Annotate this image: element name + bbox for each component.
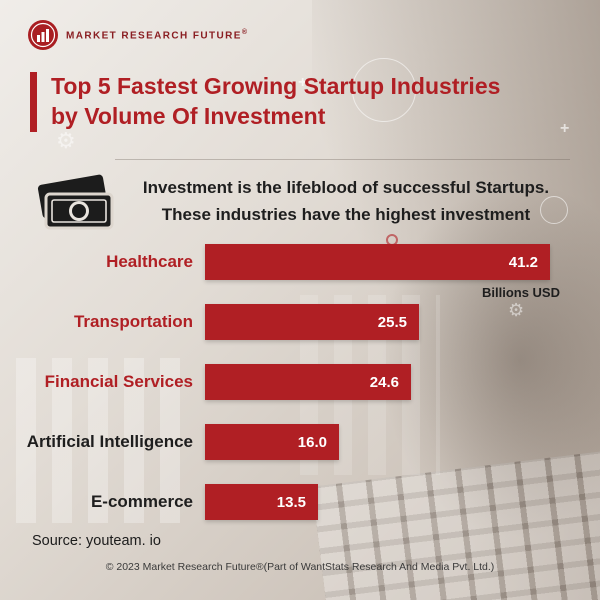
subtitle-line-1: Investment is the lifeblood of successfu… bbox=[142, 178, 550, 197]
bar-category-label: Artificial Intelligence bbox=[26, 432, 193, 451]
bar-row: Healthcare 41.2 bbox=[0, 244, 600, 280]
title-block: Top 5 Fastest Growing Startup Industries… bbox=[30, 72, 500, 132]
money-banknote-icon bbox=[37, 174, 114, 230]
bar: 24.6 bbox=[205, 364, 411, 400]
title-accent-bar bbox=[30, 72, 37, 132]
bar-value-label: 41.2 bbox=[508, 253, 538, 271]
brand-name: MARKET RESEARCH FUTURE® bbox=[66, 28, 249, 42]
source-text: Source: youteam. io bbox=[32, 533, 161, 549]
bar-row: E-commerce 13.5 bbox=[0, 484, 600, 520]
page-title: Top 5 Fastest Growing Startup Industries… bbox=[51, 72, 500, 132]
bar-value-label: 25.5 bbox=[377, 313, 407, 331]
bar-category-label: Transportation bbox=[73, 312, 193, 331]
bar: 16.0 bbox=[205, 424, 339, 460]
bar-value-label: 16.0 bbox=[297, 433, 327, 451]
bar-category-label: E-commerce bbox=[90, 492, 193, 511]
bar: 41.2 bbox=[205, 244, 550, 280]
footer-copyright: © 2023 Market Research Future®(Part of W… bbox=[105, 561, 495, 573]
bar: 13.5 bbox=[205, 484, 318, 520]
registered-mark: ® bbox=[241, 28, 249, 36]
bar-value-label: 13.5 bbox=[276, 493, 306, 511]
bar-row: Transportation 25.5 bbox=[0, 304, 600, 340]
bar-category-label: Healthcare bbox=[106, 252, 193, 271]
bar-chart-logo-icon bbox=[28, 20, 58, 50]
bar-value-label: 24.6 bbox=[369, 373, 399, 391]
subtitle: Investment is the lifeblood of successfu… bbox=[128, 174, 564, 228]
subtitle-line-2: These industries have the highest invest… bbox=[161, 205, 531, 225]
plus-decoration: + bbox=[560, 120, 570, 137]
unit-label: Billions USD bbox=[481, 285, 560, 300]
divider bbox=[115, 159, 570, 160]
title-line-2: by Volume Of Investment bbox=[51, 102, 326, 129]
bar-row: Financial Services 24.6 bbox=[0, 364, 600, 400]
title-line-1: Top 5 Fastest Growing Startup Industries bbox=[51, 73, 501, 99]
bar: 25.5 bbox=[205, 304, 419, 340]
bar-row: Artificial Intelligence 16.0 bbox=[0, 424, 600, 460]
bar-chart: Healthcare 41.2 Transportation 25.5 Fina… bbox=[0, 244, 600, 544]
gear-icon: ⚙ bbox=[56, 128, 76, 153]
bar-category-label: Financial Services bbox=[44, 372, 193, 391]
brand-logo: MARKET RESEARCH FUTURE® bbox=[28, 20, 248, 50]
